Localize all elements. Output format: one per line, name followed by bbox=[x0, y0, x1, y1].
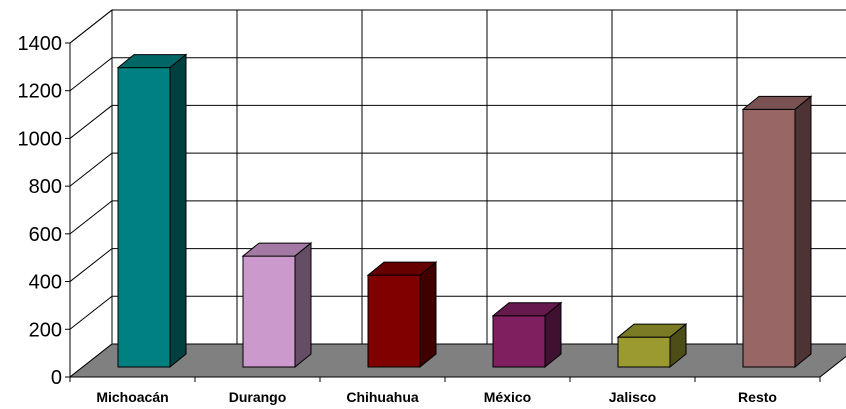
bar-side bbox=[169, 53, 187, 369]
bar-front bbox=[117, 67, 171, 368]
y-tick-label: 0 bbox=[51, 367, 62, 389]
axes bbox=[65, 42, 821, 382]
bar-front bbox=[367, 274, 421, 368]
bar-front bbox=[492, 315, 546, 368]
bar-michoacán bbox=[116, 53, 188, 369]
y-tick-label: 200 bbox=[29, 319, 62, 341]
bar-side bbox=[794, 95, 812, 369]
x-axis-labels: Michoacán Durango Chihuahua México Jalis… bbox=[96, 389, 777, 405]
bar-side bbox=[544, 301, 562, 369]
x-tick-label: Chihuahua bbox=[346, 389, 419, 405]
x-tick-label: Michoacán bbox=[96, 389, 168, 405]
bar-side bbox=[419, 261, 437, 369]
bar-front bbox=[742, 108, 796, 368]
y-tick-label: 1200 bbox=[18, 81, 63, 103]
bar-front bbox=[617, 336, 671, 368]
y-tick-label: 1400 bbox=[18, 33, 63, 55]
bar-side bbox=[669, 323, 687, 369]
bar-méxico bbox=[491, 301, 563, 369]
bar-durango bbox=[241, 242, 313, 369]
bar-jalisco bbox=[616, 323, 688, 369]
x-tick-label: Durango bbox=[229, 389, 287, 405]
bar-side bbox=[294, 242, 312, 369]
x-tick-label: Jalisco bbox=[609, 389, 656, 405]
y-tick-label: 600 bbox=[29, 224, 62, 246]
side-wall bbox=[69, 8, 113, 379]
y-tick-label: 800 bbox=[29, 176, 62, 198]
bar-chihuahua bbox=[366, 261, 438, 369]
gridlines bbox=[69, 9, 846, 344]
bar-resto bbox=[741, 95, 813, 369]
bar-front bbox=[242, 255, 296, 368]
back-wall bbox=[111, 9, 846, 345]
x-tick-label: Resto bbox=[738, 389, 777, 405]
y-tick-label: 400 bbox=[29, 272, 62, 294]
bars bbox=[116, 53, 813, 369]
x-tick-label: México bbox=[484, 389, 531, 405]
y-tick-label: 1000 bbox=[18, 128, 63, 150]
y-axis-ticks: 0 200 400 600 800 1000 1200 1400 bbox=[18, 33, 63, 389]
